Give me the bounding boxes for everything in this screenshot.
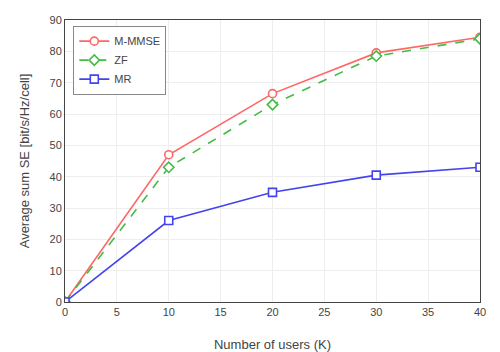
svg-text:15: 15 (215, 306, 227, 318)
svg-text:10: 10 (163, 306, 175, 318)
svg-text:30: 30 (370, 306, 382, 318)
svg-text:Average sum SE [bit/s/Hz/cell]: Average sum SE [bit/s/Hz/cell] (17, 74, 32, 249)
svg-text:40: 40 (50, 171, 62, 183)
svg-text:ZF: ZF (114, 54, 128, 66)
svg-text:30: 30 (50, 202, 62, 214)
svg-text:50: 50 (50, 139, 62, 151)
svg-text:M-MMSE: M-MMSE (114, 35, 160, 47)
svg-text:Number of users (K): Number of users (K) (214, 337, 331, 352)
svg-text:25: 25 (318, 306, 330, 318)
svg-text:20: 20 (50, 233, 62, 245)
svg-text:MR: MR (114, 73, 131, 85)
svg-text:40: 40 (474, 306, 486, 318)
svg-text:10: 10 (50, 265, 62, 277)
svg-text:60: 60 (50, 108, 62, 120)
svg-text:70: 70 (50, 77, 62, 89)
svg-text:80: 80 (50, 45, 62, 57)
svg-text:0: 0 (56, 296, 62, 308)
svg-text:35: 35 (422, 306, 434, 318)
svg-text:0: 0 (62, 306, 68, 318)
svg-text:5: 5 (114, 306, 120, 318)
svg-text:90: 90 (50, 14, 62, 26)
svg-text:20: 20 (266, 306, 278, 318)
